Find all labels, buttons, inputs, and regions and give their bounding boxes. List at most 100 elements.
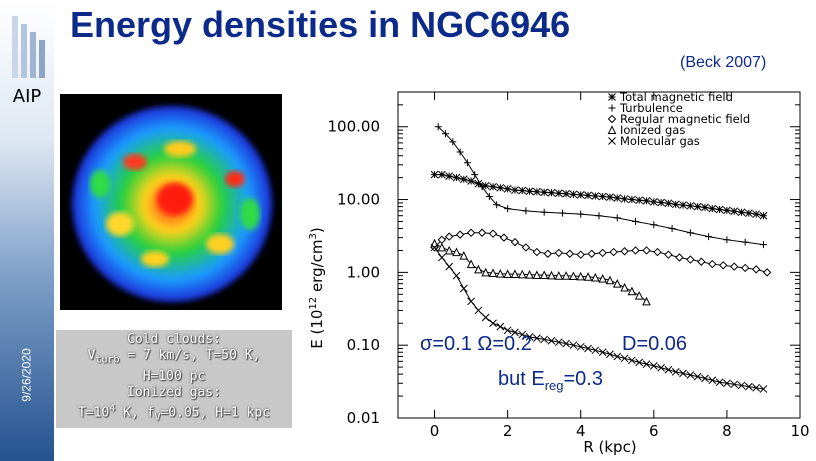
data-point xyxy=(752,210,760,219)
data-point xyxy=(620,354,629,363)
data-point xyxy=(547,270,556,280)
data-point xyxy=(628,356,636,365)
data-point xyxy=(511,186,519,194)
data-point xyxy=(609,247,618,257)
data-point xyxy=(477,228,487,237)
data-point xyxy=(471,171,479,179)
data-point xyxy=(587,249,596,258)
data-point xyxy=(635,196,644,205)
data-point xyxy=(532,247,542,257)
annotation-ereg: but Ereg=0.3 xyxy=(498,368,603,393)
data-point xyxy=(533,187,541,196)
data-point xyxy=(620,282,629,292)
data-point xyxy=(569,271,578,281)
series-line xyxy=(434,247,764,390)
series-line xyxy=(437,126,764,246)
series-turbulence xyxy=(434,123,767,249)
data-point xyxy=(576,342,585,351)
data-point xyxy=(591,192,600,200)
data-point xyxy=(613,214,621,222)
data-point xyxy=(679,369,687,378)
data-point xyxy=(503,269,512,278)
energy-density-chart: 0 2 4 6 8 10 0.01 0.10 1.00 10.00 100.00 Total mag… xyxy=(300,84,816,461)
data-point xyxy=(598,192,607,201)
data-point xyxy=(628,195,636,204)
chart-series xyxy=(430,123,772,393)
legend-entry-label: Ionized gas xyxy=(620,123,685,137)
data-point xyxy=(543,249,553,258)
data-point xyxy=(525,333,534,341)
data-point xyxy=(598,274,607,283)
data-point xyxy=(686,201,695,210)
data-point xyxy=(561,271,571,280)
caption-line-3: H=100 pc xyxy=(142,368,206,384)
legend-marker xyxy=(608,137,616,145)
data-point xyxy=(671,200,680,209)
data-point xyxy=(485,193,493,201)
data-point xyxy=(467,177,475,185)
data-point xyxy=(489,182,497,191)
x-tick-label: 0 xyxy=(430,422,440,440)
data-point xyxy=(649,362,658,370)
data-point xyxy=(730,380,739,389)
data-point xyxy=(584,191,592,200)
data-point xyxy=(554,189,563,198)
data-point xyxy=(657,198,665,207)
caption-line-4: Ionized gas: xyxy=(127,384,221,400)
data-point xyxy=(459,250,469,260)
series-ionized-gas xyxy=(430,238,651,306)
data-point xyxy=(434,123,442,131)
legend-marker xyxy=(607,125,617,134)
data-point xyxy=(452,271,461,280)
data-point xyxy=(591,272,600,282)
y-axis-label: E (1012 erg/cm3) xyxy=(308,227,326,349)
data-point xyxy=(445,172,454,180)
data-point xyxy=(762,268,772,277)
data-point xyxy=(430,243,439,252)
data-point xyxy=(467,297,475,306)
data-point xyxy=(595,212,603,220)
data-point xyxy=(518,186,527,195)
caption-line-5: T=104 K, fV=0.05, H=1 kpc xyxy=(77,402,271,423)
data-point xyxy=(650,221,658,229)
x-tick-label: 4 xyxy=(576,422,586,440)
data-point xyxy=(488,229,498,238)
caption-line-2: Vturb = 7 km/s, T=50 K, xyxy=(87,348,261,366)
data-point xyxy=(540,208,548,216)
data-point xyxy=(510,269,520,278)
data-point xyxy=(452,247,461,257)
data-point xyxy=(620,247,629,256)
data-point xyxy=(723,206,731,215)
data-point xyxy=(565,249,574,258)
data-point xyxy=(701,374,709,383)
data-point xyxy=(653,247,662,257)
citation: (Beck 2007) xyxy=(680,54,767,71)
data-point xyxy=(752,383,760,392)
data-point xyxy=(759,385,768,393)
data-point xyxy=(496,322,505,331)
data-point xyxy=(664,365,673,374)
series-total-magnetic-field xyxy=(430,170,768,220)
data-point xyxy=(635,358,644,367)
data-point xyxy=(496,269,505,278)
data-point xyxy=(634,290,644,300)
data-point xyxy=(577,210,585,218)
data-point xyxy=(438,170,446,179)
data-point xyxy=(562,189,570,198)
data-point xyxy=(697,257,706,266)
data-point xyxy=(442,130,450,138)
data-point xyxy=(459,284,468,293)
data-point xyxy=(466,228,476,237)
data-point xyxy=(723,379,731,388)
data-point xyxy=(701,203,709,212)
data-point xyxy=(730,262,739,271)
data-point xyxy=(759,211,768,220)
series-regular-magnetic-field xyxy=(430,228,772,277)
data-point xyxy=(675,253,684,262)
data-point xyxy=(730,207,739,216)
data-point xyxy=(708,204,717,213)
data-point xyxy=(620,195,629,203)
data-point xyxy=(642,296,651,306)
data-point xyxy=(511,328,519,337)
data-point xyxy=(525,187,534,196)
